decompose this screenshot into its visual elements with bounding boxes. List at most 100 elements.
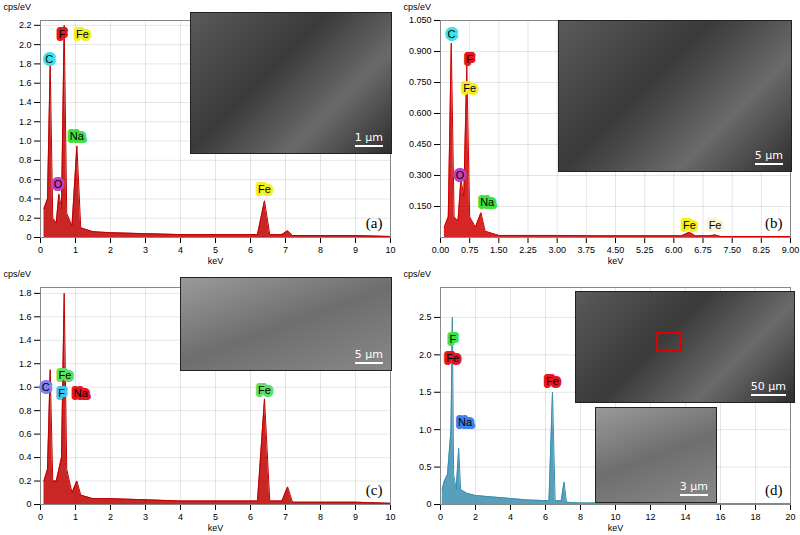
svg-text:1.8: 1.8	[19, 59, 32, 69]
svg-text:2: 2	[473, 512, 478, 522]
svg-text:6.00: 6.00	[665, 245, 683, 255]
svg-text:1: 1	[73, 512, 78, 522]
svg-text:Na: Na	[70, 130, 85, 142]
svg-text:F: F	[59, 28, 66, 40]
svg-text:7: 7	[283, 245, 288, 255]
svg-text:0.2: 0.2	[19, 213, 32, 223]
svg-text:1.2: 1.2	[19, 117, 32, 127]
svg-text:cps/eV: cps/eV	[4, 269, 32, 279]
svg-text:0.6: 0.6	[19, 429, 32, 439]
svg-text:0: 0	[438, 512, 443, 522]
svg-text:keV: keV	[608, 256, 624, 266]
svg-text:9.00: 9.00	[782, 245, 800, 255]
svg-text:8: 8	[318, 512, 323, 522]
svg-text:1.0: 1.0	[19, 136, 32, 146]
svg-text:F: F	[466, 53, 473, 65]
svg-text:0.150: 0.150	[409, 201, 432, 211]
svg-text:16: 16	[715, 512, 725, 522]
svg-text:0.8: 0.8	[19, 155, 32, 165]
svg-text:8: 8	[318, 245, 323, 255]
svg-text:1.0: 1.0	[419, 425, 432, 435]
svg-text:4: 4	[178, 512, 183, 522]
svg-text:2.5: 2.5	[419, 312, 432, 322]
svg-text:Na: Na	[480, 196, 495, 208]
svg-text:2: 2	[108, 245, 113, 255]
svg-text:Na: Na	[458, 416, 473, 428]
svg-text:0.6: 0.6	[19, 175, 32, 185]
svg-text:Fe: Fe	[709, 219, 722, 231]
svg-text:12: 12	[645, 512, 655, 522]
svg-text:1.050: 1.050	[409, 15, 432, 25]
svg-text:20: 20	[785, 512, 795, 522]
svg-text:1.5: 1.5	[419, 387, 432, 397]
svg-text:0.900: 0.900	[409, 46, 432, 56]
svg-text:cps/eV: cps/eV	[4, 2, 32, 12]
svg-text:(c): (c)	[366, 482, 383, 499]
svg-text:0.75: 0.75	[461, 245, 479, 255]
svg-text:2.25: 2.25	[519, 245, 537, 255]
svg-text:3: 3	[143, 512, 148, 522]
svg-text:C: C	[45, 53, 53, 65]
svg-text:2.0: 2.0	[419, 350, 432, 360]
svg-text:9: 9	[353, 512, 358, 522]
svg-text:0.2: 0.2	[19, 476, 32, 486]
svg-text:1.2: 1.2	[19, 359, 32, 369]
svg-text:5: 5	[213, 512, 218, 522]
svg-text:3.00: 3.00	[548, 245, 566, 255]
svg-text:7.50: 7.50	[723, 245, 741, 255]
svg-text:10: 10	[385, 512, 395, 522]
svg-text:8.25: 8.25	[753, 245, 771, 255]
svg-text:18: 18	[750, 512, 760, 522]
svg-text:O: O	[456, 169, 465, 181]
svg-text:5: 5	[213, 245, 218, 255]
svg-text:6: 6	[248, 512, 253, 522]
svg-text:3: 3	[143, 245, 148, 255]
svg-text:keV: keV	[608, 523, 624, 533]
svg-text:(b): (b)	[765, 215, 783, 232]
svg-text:4.50: 4.50	[607, 245, 625, 255]
svg-text:10: 10	[385, 245, 395, 255]
svg-text:4: 4	[508, 512, 513, 522]
svg-text:10: 10	[610, 512, 620, 522]
svg-text:0.00: 0.00	[432, 245, 450, 255]
svg-text:0.750: 0.750	[409, 77, 432, 87]
svg-text:0: 0	[26, 232, 31, 242]
svg-text:2.2: 2.2	[19, 20, 32, 30]
svg-text:Fe: Fe	[76, 28, 89, 40]
svg-text:Fe: Fe	[683, 219, 696, 231]
svg-text:0.600: 0.600	[409, 108, 432, 118]
svg-text:Fe: Fe	[258, 384, 271, 396]
svg-text:F: F	[58, 387, 65, 399]
svg-text:3.75: 3.75	[578, 245, 596, 255]
svg-text:0.5: 0.5	[419, 462, 432, 472]
svg-text:keV: keV	[208, 256, 224, 266]
svg-text:1.6: 1.6	[19, 78, 32, 88]
svg-text:1.0: 1.0	[19, 382, 32, 392]
svg-text:1: 1	[73, 245, 78, 255]
svg-text:6.75: 6.75	[694, 245, 712, 255]
svg-text:1.4: 1.4	[19, 335, 32, 345]
svg-text:O: O	[54, 178, 63, 190]
svg-text:F: F	[449, 333, 456, 345]
svg-text:Fe: Fe	[59, 369, 72, 381]
svg-text:1.50: 1.50	[490, 245, 508, 255]
svg-text:5.25: 5.25	[636, 245, 654, 255]
svg-text:7: 7	[283, 512, 288, 522]
svg-text:0.4: 0.4	[19, 194, 32, 204]
svg-text:Fe: Fe	[446, 352, 459, 364]
svg-text:(d): (d)	[765, 482, 783, 499]
svg-text:(a): (a)	[366, 215, 383, 232]
svg-text:9: 9	[353, 245, 358, 255]
svg-text:C: C	[447, 28, 455, 40]
svg-text:cps/eV: cps/eV	[404, 2, 432, 12]
svg-text:0: 0	[426, 499, 431, 509]
svg-text:Na: Na	[74, 387, 89, 399]
svg-text:4: 4	[178, 245, 183, 255]
svg-text:1.4: 1.4	[19, 97, 32, 107]
svg-text:6: 6	[248, 245, 253, 255]
svg-text:2: 2	[108, 512, 113, 522]
svg-text:0: 0	[26, 499, 31, 509]
svg-text:0.4: 0.4	[19, 452, 32, 462]
svg-text:Fe: Fe	[463, 82, 476, 94]
svg-text:0.300: 0.300	[409, 170, 432, 180]
